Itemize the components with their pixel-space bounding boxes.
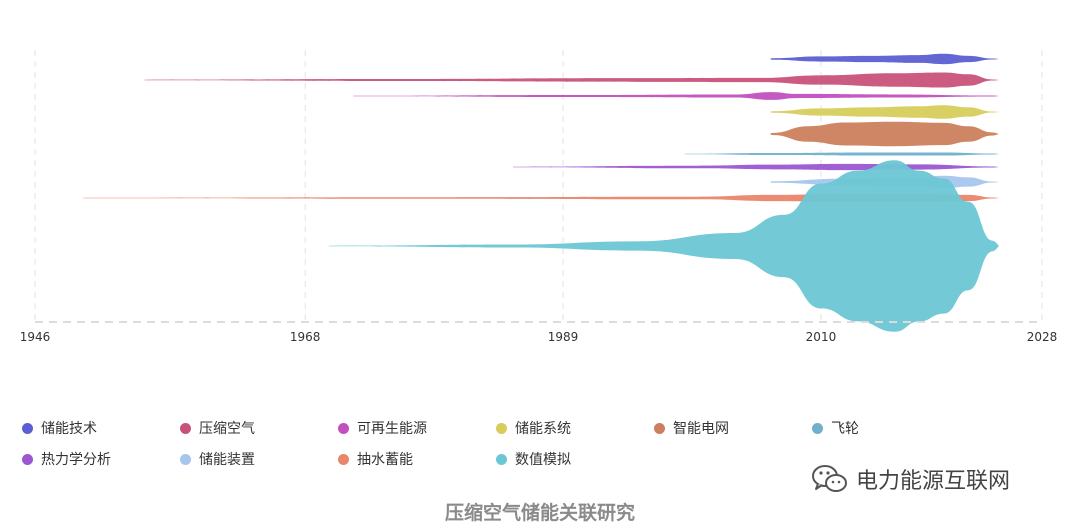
- stream-layers: [82, 53, 999, 332]
- legend-item[interactable]: 储能技术: [22, 418, 97, 438]
- legend-label: 抽水蓄能: [357, 452, 413, 468]
- legend-label: 数值模拟: [515, 452, 571, 468]
- legend-dot: [812, 422, 823, 434]
- x-tick-label: 1989: [548, 330, 579, 344]
- x-tick-label: 2028: [1027, 330, 1058, 344]
- legend-label: 热力学分析: [41, 452, 111, 468]
- wechat-icon: [812, 465, 847, 492]
- stream-3[interactable]: [352, 92, 999, 100]
- legend-item[interactable]: 储能系统: [496, 418, 571, 438]
- legend-label: 可再生能源: [357, 421, 427, 437]
- figure-caption: 压缩空气储能关联研究: [444, 502, 635, 524]
- legend-item[interactable]: 热力学分析: [22, 449, 111, 469]
- x-axis: 1946 1968 1989 2010 2028: [20, 321, 1058, 344]
- x-tick-label: 2010: [806, 330, 837, 344]
- legend-item[interactable]: 抽水蓄能: [338, 449, 413, 469]
- x-tick-label: 1946: [20, 330, 51, 344]
- legend-dot: [22, 422, 33, 434]
- legend-label: 压缩空气: [199, 421, 255, 437]
- legend-dot: [654, 422, 665, 434]
- stream-6[interactable]: [683, 152, 999, 156]
- watermark: 电力能源互联网: [810, 462, 1010, 496]
- legend-label: 储能技术: [41, 421, 97, 437]
- stream-1[interactable]: [769, 53, 999, 65]
- legend-label: 智能电网: [673, 421, 729, 437]
- watermark-text: 电力能源互联网: [856, 469, 1011, 494]
- legend-dot: [338, 453, 349, 465]
- legend-dot: [496, 453, 507, 465]
- legend-label: 储能系统: [515, 421, 571, 437]
- stream-9[interactable]: [82, 193, 999, 203]
- legend-dot: [180, 422, 191, 434]
- stream-2[interactable]: [143, 72, 999, 88]
- legend-label: 储能装置: [199, 452, 255, 468]
- legend-label: 飞轮: [831, 421, 859, 437]
- stream-5[interactable]: [769, 121, 999, 147]
- stream-10[interactable]: [327, 160, 999, 332]
- legend-item[interactable]: 数值模拟: [496, 449, 571, 469]
- streamgraph-chart: 1946 1968 1989 2010 2028: [20, 50, 1058, 344]
- x-tick-label: 1968: [290, 330, 321, 344]
- stream-4[interactable]: [769, 105, 999, 119]
- legend-dot: [338, 422, 349, 434]
- legend-item[interactable]: 压缩空气: [180, 418, 255, 438]
- legend-item[interactable]: 可再生能源: [338, 418, 427, 438]
- legend-dot: [180, 453, 191, 465]
- legend-item[interactable]: 储能装置: [180, 449, 255, 469]
- legend-dot: [496, 422, 507, 434]
- legend-dot: [22, 453, 33, 465]
- legend-item[interactable]: 智能电网: [654, 418, 729, 438]
- stream-7[interactable]: [511, 163, 999, 171]
- legend-item[interactable]: 飞轮: [812, 418, 859, 438]
